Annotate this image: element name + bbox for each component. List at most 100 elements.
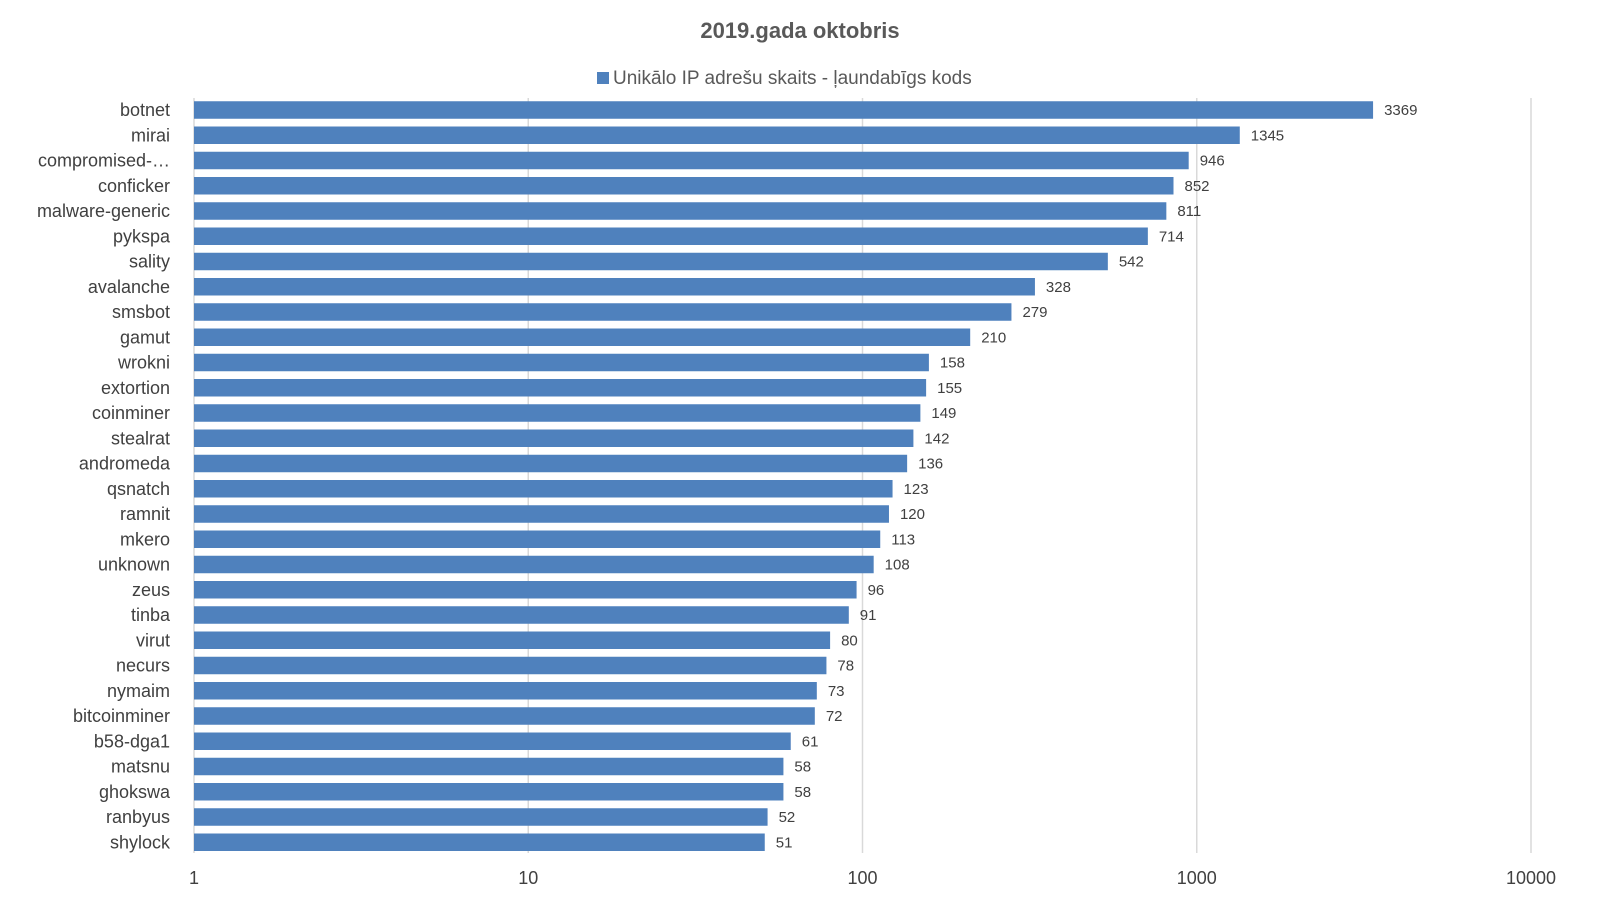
bar	[194, 581, 857, 599]
data-label: 811	[1177, 203, 1201, 220]
bar	[194, 530, 881, 548]
bar	[194, 454, 908, 473]
data-label: 123	[904, 481, 929, 498]
data-label: 149	[931, 405, 956, 422]
data-label: 542	[1119, 254, 1144, 271]
bars	[194, 101, 1374, 851]
category-label: bitcoinminer	[73, 706, 170, 726]
data-label: 51	[776, 834, 793, 851]
bar	[194, 429, 914, 447]
category-label: pykspa	[113, 226, 171, 246]
data-labels: 3369 1345 946 852 811 714 542 328 279 210 158 155 14…	[776, 102, 1418, 851]
bar	[194, 555, 874, 574]
data-label: 120	[900, 506, 925, 523]
bar	[194, 682, 817, 700]
gridlines	[193, 98, 1532, 853]
data-label: 946	[1200, 153, 1225, 170]
bar	[194, 404, 921, 422]
bar	[194, 252, 1108, 271]
x-axis-tick-labels: 1 10 100 1000 10000	[189, 868, 1556, 888]
category-label: sality	[129, 252, 170, 272]
bar	[194, 808, 768, 826]
data-label: 96	[868, 582, 885, 599]
data-label: 852	[1184, 178, 1209, 195]
category-label: gamut	[120, 327, 170, 347]
data-label: 91	[860, 607, 877, 624]
bar	[194, 606, 849, 624]
bar	[194, 732, 791, 750]
data-label: 328	[1046, 279, 1071, 296]
legend: Unikālo IP adrešu skaits - ļaundabīgs ko…	[597, 68, 972, 89]
category-label: qsnatch	[107, 479, 170, 499]
data-label: 108	[885, 557, 910, 574]
bar	[194, 353, 929, 372]
category-label: zeus	[132, 580, 170, 600]
bar	[194, 101, 1374, 119]
category-label: smsbot	[112, 302, 170, 322]
data-label: 61	[802, 733, 819, 750]
category-label: necurs	[116, 656, 170, 676]
bar	[194, 757, 784, 776]
category-label: unknown	[98, 555, 170, 575]
category-label: andromeda	[79, 454, 171, 474]
bar	[194, 480, 893, 498]
category-label: botnet	[120, 100, 170, 120]
category-label: virut	[136, 630, 170, 650]
category-label: ghokswa	[99, 782, 171, 802]
bar	[194, 783, 784, 801]
data-label: 714	[1159, 228, 1184, 245]
bar	[194, 278, 1035, 296]
category-label: ramnit	[120, 504, 170, 524]
bar	[194, 328, 971, 346]
data-label: 52	[779, 809, 796, 826]
data-label: 158	[940, 355, 965, 372]
legend-label: Unikālo IP adrešu skaits - ļaundabīgs ko…	[613, 68, 972, 89]
category-label: coinminer	[92, 403, 170, 423]
category-label: conficker	[98, 176, 170, 196]
data-label: 78	[837, 658, 854, 675]
legend-swatch	[597, 72, 609, 84]
bar	[194, 505, 889, 523]
data-label: 58	[794, 759, 811, 776]
category-label: wrokni	[117, 353, 170, 373]
data-label: 113	[891, 531, 915, 548]
category-label: malware-generic	[37, 201, 170, 221]
data-label: 1345	[1251, 127, 1284, 144]
x-tick-label: 100	[847, 868, 877, 888]
bar	[194, 303, 1012, 321]
bar	[194, 227, 1148, 245]
data-label: 279	[1022, 304, 1047, 321]
bar	[194, 631, 831, 649]
x-tick-label: 10	[518, 868, 538, 888]
bar	[194, 202, 1167, 220]
category-label: compromised-…	[38, 151, 170, 171]
category-label: extortion	[101, 378, 170, 398]
data-label: 3369	[1384, 102, 1417, 119]
data-label: 72	[826, 708, 843, 725]
category-label: tinba	[131, 605, 171, 625]
chart-title: 2019.gada oktobris	[700, 18, 899, 43]
data-label: 136	[918, 456, 943, 473]
bar	[194, 151, 1189, 170]
data-label: 58	[794, 784, 811, 801]
bar	[194, 177, 1174, 195]
bar	[194, 833, 765, 851]
x-tick-label: 1	[189, 868, 199, 888]
bar	[194, 126, 1240, 144]
category-label: b58-dga1	[94, 731, 170, 751]
category-label: mkero	[120, 529, 170, 549]
bar	[194, 379, 927, 397]
category-label: shylock	[110, 832, 171, 852]
category-labels: botnet mirai compromised-… conficker malware…	[37, 100, 171, 852]
category-label: nymaim	[107, 681, 170, 701]
data-label: 155	[937, 380, 962, 397]
x-tick-label: 1000	[1177, 868, 1217, 888]
data-label: 210	[981, 329, 1006, 346]
data-label: 80	[841, 632, 858, 649]
category-label: mirai	[131, 125, 170, 145]
x-tick-label: 10000	[1506, 868, 1556, 888]
data-label: 142	[924, 430, 949, 447]
data-label: 73	[828, 683, 845, 700]
category-label: matsnu	[111, 757, 170, 777]
